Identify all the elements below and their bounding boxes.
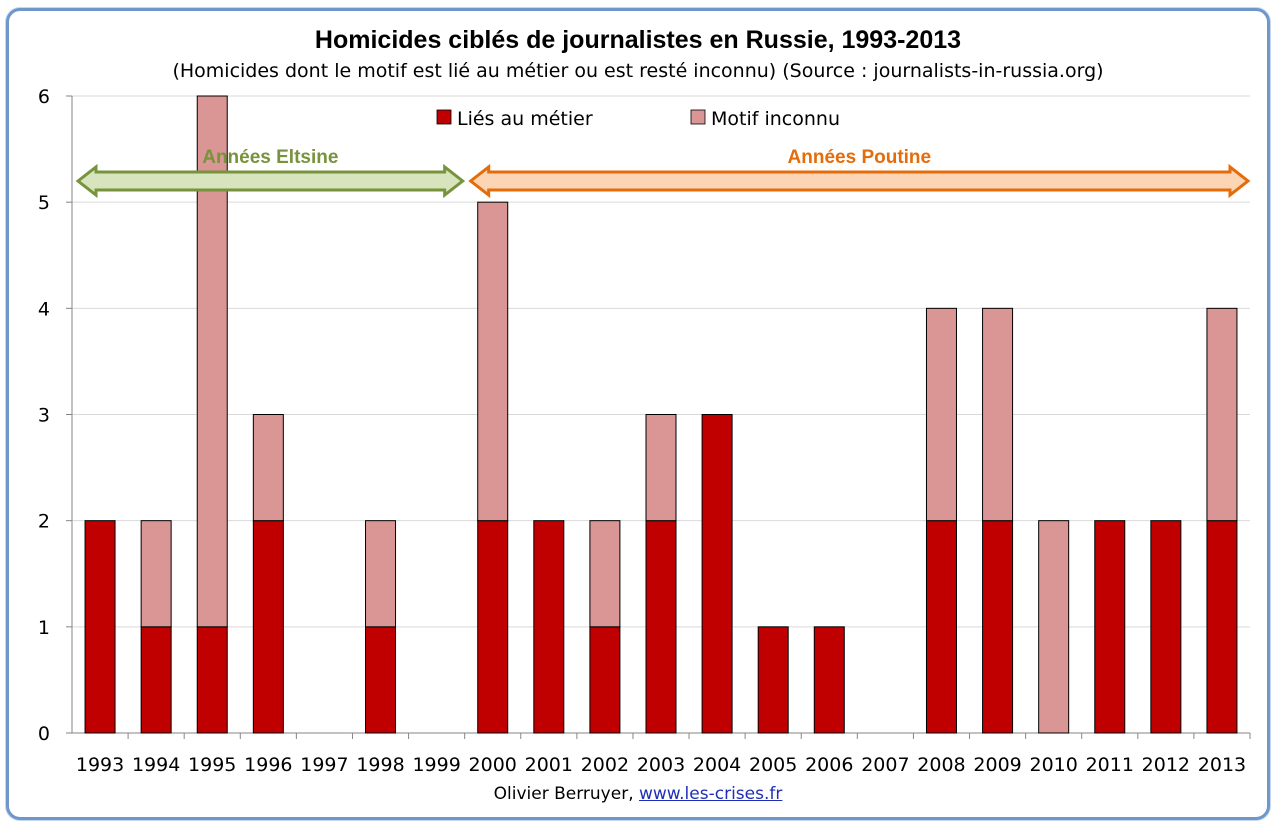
bar-inconnu-1996 bbox=[252, 414, 284, 522]
y-tick-label: 4 bbox=[38, 298, 50, 320]
x-tick-label: 2004 bbox=[693, 754, 741, 776]
y-tick-label: 6 bbox=[38, 86, 50, 108]
era-arrow-poutine bbox=[468, 163, 1251, 199]
x-tick-label: 2011 bbox=[1086, 754, 1134, 776]
legend-label-metier: Liés au métier bbox=[457, 108, 593, 130]
legend-swatch-metier bbox=[436, 109, 452, 125]
x-tick-label: 2001 bbox=[525, 754, 573, 776]
chart-credit: Olivier Berruyer, www.les-crises.fr bbox=[0, 784, 1276, 804]
bar-inconnu-2009 bbox=[982, 307, 1014, 522]
x-tick-label: 2013 bbox=[1198, 754, 1246, 776]
legend-swatch-inconnu bbox=[690, 109, 706, 125]
era-arrow-eltsine bbox=[75, 163, 466, 199]
era-label-poutine: Années Poutine bbox=[788, 147, 932, 168]
bar-metier-2002 bbox=[589, 626, 621, 734]
x-tick-label: 2010 bbox=[1029, 754, 1077, 776]
bar-inconnu-2008 bbox=[925, 307, 957, 522]
bar-metier-2013 bbox=[1206, 520, 1238, 734]
x-tick-label: 2003 bbox=[637, 754, 685, 776]
x-tick-label: 1995 bbox=[188, 754, 236, 776]
bar-metier-1994 bbox=[140, 626, 172, 734]
legend-label-inconnu: Motif inconnu bbox=[711, 108, 840, 130]
era-label-eltsine: Années Eltsine bbox=[202, 147, 338, 168]
bar-metier-2008 bbox=[925, 520, 957, 734]
bar-metier-2001 bbox=[533, 520, 565, 734]
bar-inconnu-2013 bbox=[1206, 307, 1238, 522]
x-tick-label: 2007 bbox=[861, 754, 909, 776]
bar-inconnu-2000 bbox=[477, 201, 509, 522]
x-tick-label: 1996 bbox=[244, 754, 292, 776]
x-tick-label: 2005 bbox=[749, 754, 797, 776]
bar-metier-2012 bbox=[1150, 520, 1182, 734]
x-tick-label: 1997 bbox=[300, 754, 348, 776]
bar-metier-1998 bbox=[365, 626, 397, 734]
x-tick-label: 2009 bbox=[973, 754, 1021, 776]
bar-metier-1995 bbox=[196, 626, 228, 734]
y-tick-label: 5 bbox=[38, 192, 50, 214]
x-tick-label: 2008 bbox=[917, 754, 965, 776]
bar-metier-2006 bbox=[813, 626, 845, 734]
x-tick-label: 1993 bbox=[76, 754, 124, 776]
bar-metier-2000 bbox=[477, 520, 509, 734]
bar-metier-2009 bbox=[982, 520, 1014, 734]
bar-inconnu-2003 bbox=[645, 414, 677, 522]
x-tick-label: 1999 bbox=[412, 754, 460, 776]
bar-inconnu-1998 bbox=[365, 520, 397, 628]
x-tick-label: 1994 bbox=[132, 754, 180, 776]
chart-subtitle: (Homicides dont le motif est lié au méti… bbox=[172, 60, 1104, 82]
bar-inconnu-2010 bbox=[1038, 520, 1070, 734]
credit-link[interactable]: www.les-crises.fr bbox=[639, 784, 783, 804]
y-tick-label: 1 bbox=[38, 617, 50, 639]
x-tick-label: 2002 bbox=[581, 754, 629, 776]
bar-metier-2005 bbox=[757, 626, 789, 734]
chart-title: Homicides ciblés de journalistes en Russ… bbox=[314, 26, 962, 54]
bar-metier-1996 bbox=[252, 520, 284, 734]
y-tick-label: 2 bbox=[38, 511, 50, 533]
x-tick-label: 2006 bbox=[805, 754, 853, 776]
bar-inconnu-1994 bbox=[140, 520, 172, 628]
bar-inconnu-2002 bbox=[589, 520, 621, 628]
y-tick-label: 3 bbox=[38, 405, 50, 427]
bar-metier-1993 bbox=[84, 520, 116, 734]
bar-metier-2004 bbox=[701, 414, 733, 734]
y-tick-label: 0 bbox=[38, 723, 50, 745]
bar-metier-2003 bbox=[645, 520, 677, 734]
x-tick-label: 2000 bbox=[469, 754, 517, 776]
x-tick-label: 2012 bbox=[1142, 754, 1190, 776]
x-tick-label: 1998 bbox=[356, 754, 404, 776]
bar-metier-2011 bbox=[1094, 520, 1126, 734]
credit-author: Olivier Berruyer, bbox=[493, 784, 634, 804]
